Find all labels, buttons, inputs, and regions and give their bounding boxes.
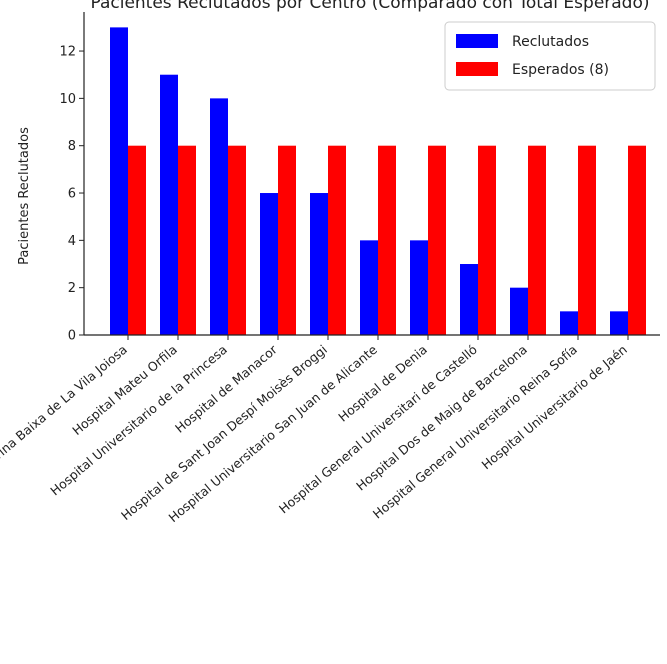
bar-reclutados-8 (460, 264, 478, 335)
bar-reclutados-2 (160, 74, 178, 335)
bar-reclutados-3 (210, 98, 228, 335)
bar-reclutados-1 (110, 27, 128, 336)
legend-label-2: Esperados (8) (512, 62, 609, 78)
y-tick-label-4: 4 (68, 234, 76, 249)
y-tick-label-8: 8 (68, 139, 76, 154)
legend-swatch-2 (456, 62, 498, 76)
x-tick-labels-group: Hospital Marina Baixa de La Vila JoiosaH… (0, 335, 630, 525)
bar-esperados-9 (528, 145, 546, 335)
bar-esperados-6 (378, 145, 396, 335)
bar-esperados-8 (478, 145, 496, 335)
y-tick-label-0: 0 (68, 329, 76, 344)
bar-reclutados-7 (410, 240, 428, 335)
bar-esperados-3 (228, 145, 246, 335)
bar-reclutados-9 (510, 287, 528, 335)
bar-esperados-10 (578, 145, 596, 335)
bar-reclutados-6 (360, 240, 378, 335)
bar-reclutados-4 (260, 193, 278, 335)
x-tick-label-3: Hospital Universitario de la Princesa (47, 342, 230, 499)
bar-esperados-1 (128, 145, 146, 335)
legend-label-1: Reclutados (512, 34, 589, 50)
bar-esperados-11 (628, 145, 646, 335)
y-tick-label-12: 12 (59, 45, 76, 60)
y-tick-label-10: 10 (59, 92, 76, 107)
y-ticks-group: 0 2 4 6 8 10 12 (59, 45, 84, 344)
legend-swatch-1 (456, 34, 498, 48)
bar-esperados-5 (328, 145, 346, 335)
chart-title: Pacientes Reclutados por Centro (Compara… (90, 0, 649, 13)
bar-esperados-4 (278, 145, 296, 335)
y-axis-label: Pacientes Reclutados (17, 127, 32, 265)
legend-frame (444, 21, 656, 91)
bars-group (110, 27, 646, 336)
legend: Reclutados Esperados (8) (444, 21, 656, 91)
x-tick-label-7: Hospital de Denia (335, 342, 430, 425)
y-tick-label-6: 6 (68, 187, 76, 202)
bar-reclutados-10 (560, 311, 578, 335)
axes-group (83, 12, 660, 336)
bar-reclutados-11 (610, 311, 628, 335)
bar-esperados-2 (178, 145, 196, 335)
bar-reclutados-5 (310, 193, 328, 335)
y-tick-label-2: 2 (68, 281, 76, 296)
bar-esperados-7 (428, 145, 446, 335)
